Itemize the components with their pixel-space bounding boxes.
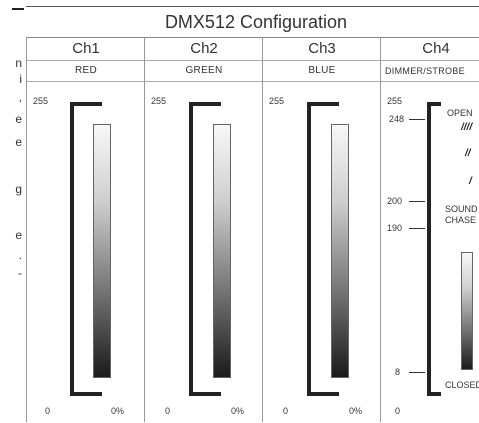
channel-column-4: Ch4 DIMMER/STROBE 255 248 200 190 8 OPEN… [380, 38, 479, 422]
channel-label: RED [27, 61, 145, 82]
dmx-config-table: DMX512 Configuration Ch1 RED 255 0 0% Ch… [26, 6, 479, 423]
value-min: 0 [45, 406, 51, 416]
channel-column-2: Ch2 GREEN 255 0 0% [144, 38, 263, 422]
value-percent: 0% [349, 406, 363, 416]
channel-name: Ch4 [381, 38, 479, 61]
value-min: 0 [283, 406, 289, 416]
bracket-bottom [70, 392, 102, 396]
value-max: 255 [269, 96, 285, 106]
value-max: 255 [151, 96, 167, 106]
label-sound: SOUND [445, 204, 478, 214]
dimmer-gradient-bar [461, 252, 473, 370]
intensity-gradient-bar [213, 124, 231, 378]
bracket-bottom [427, 392, 441, 396]
value-min: 0 [165, 406, 171, 416]
strobe-fast-marks: //// [461, 122, 473, 133]
bracket-top [70, 102, 102, 106]
tick-8 [409, 372, 425, 373]
value-190: 190 [387, 223, 403, 233]
page-left-margin-text: n i , e e g e . - [0, 0, 26, 420]
range-bracket [427, 102, 431, 396]
bracket-top [307, 102, 339, 106]
margin-letter: . [18, 248, 22, 262]
intensity-gradient-bar [93, 124, 111, 378]
range-bracket [307, 102, 311, 396]
value-max: 255 [387, 96, 403, 106]
label-chase: CHASE [445, 215, 477, 225]
margin-letter: e [15, 112, 22, 126]
value-max: 255 [33, 96, 49, 106]
channel-label: DIMMER/STROBE [381, 61, 479, 82]
label-open: OPEN [447, 108, 473, 118]
margin-letter: n [15, 56, 22, 70]
intensity-gradient-bar [331, 124, 349, 378]
value-8: 8 [395, 367, 401, 377]
tick-190 [409, 228, 425, 229]
page-title: DMX512 Configuration [26, 7, 479, 38]
range-bracket [70, 102, 74, 396]
margin-letter: g [15, 182, 22, 196]
range-bracket [189, 102, 193, 396]
channel-column-3: Ch3 BLUE 255 0 0% [262, 38, 381, 422]
value-percent: 0% [231, 406, 245, 416]
margin-letter: e [15, 228, 22, 242]
channel-name: Ch1 [27, 38, 145, 61]
margin-letter: i [19, 72, 22, 86]
bracket-bottom [189, 392, 221, 396]
bracket-top [189, 102, 221, 106]
margin-letter: e [15, 135, 22, 149]
value-248: 248 [389, 114, 405, 124]
strobe-slow-marks: / [469, 176, 472, 187]
tick-200 [409, 201, 425, 202]
channel-label: BLUE [263, 61, 381, 82]
value-percent: 0% [111, 406, 125, 416]
margin-dash [12, 8, 24, 10]
value-200: 200 [387, 196, 403, 206]
value-min: 0 [395, 406, 401, 416]
strobe-medium-marks: // [465, 148, 471, 159]
channel-column-1: Ch1 RED 255 0 0% [26, 38, 145, 422]
label-closed: CLOSED [445, 380, 479, 390]
margin-letter: , [18, 90, 22, 104]
bracket-bottom [307, 392, 339, 396]
tick-248 [409, 119, 425, 120]
channel-name: Ch2 [145, 38, 263, 61]
channel-name: Ch3 [263, 38, 381, 61]
channel-label: GREEN [145, 61, 263, 82]
bracket-top [427, 102, 441, 106]
margin-letter: - [18, 266, 22, 280]
